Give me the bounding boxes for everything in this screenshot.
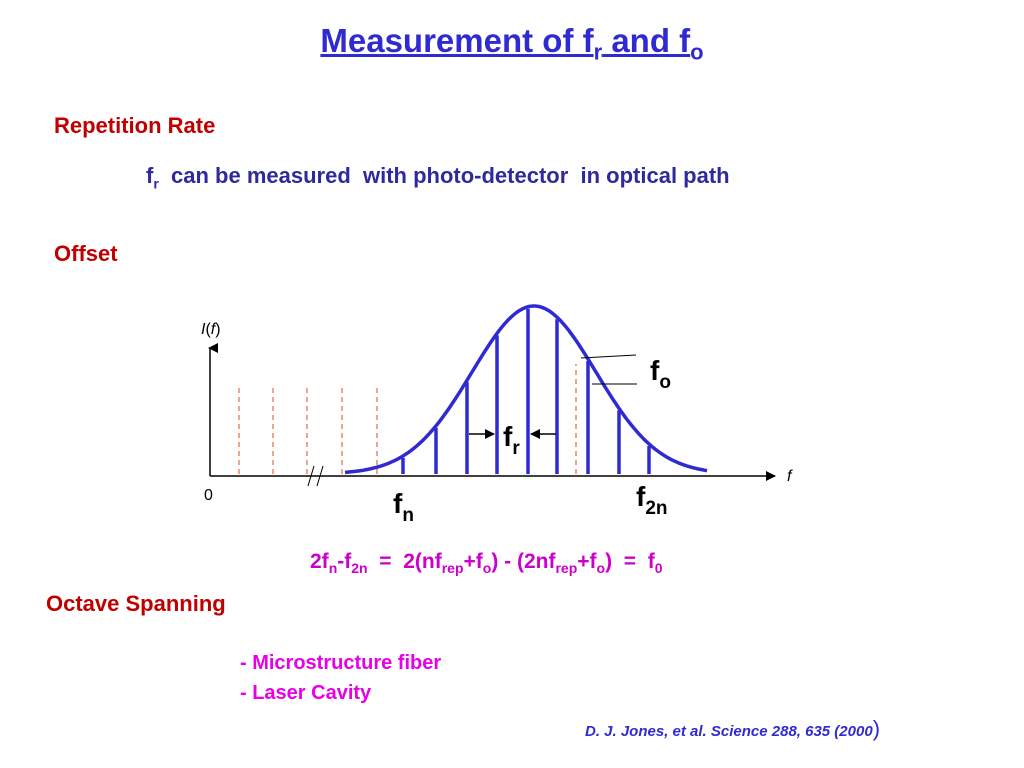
octave-spanning-list: - Microstructure fiber - Laser Cavity — [240, 648, 441, 708]
citation: D. J. Jones, et al. Science 288, 635 (20… — [585, 716, 881, 741]
octave-spanning-heading: Octave Spanning — [46, 591, 226, 616]
gaussian-envelope — [344, 304, 708, 475]
repetition-rate-text: fr can be measured with photo-detector i… — [146, 163, 730, 192]
offset-equation: 2fn-f2n = 2(nfrep+fo) - (2nfrep+fo) = f0 — [310, 550, 663, 577]
page-title: Measurement of fr and fo — [320, 22, 704, 65]
y-axis-label: I(f) — [201, 321, 221, 338]
origin-label: 0 — [204, 487, 213, 504]
fr-label: fr — [503, 421, 520, 459]
repetition-rate-heading: Repetition Rate — [54, 113, 216, 138]
list-item: - Microstructure fiber — [240, 652, 442, 674]
axis-break-mark — [307, 465, 315, 487]
f2n-label: f2n — [636, 481, 668, 519]
axis-break-mark — [316, 465, 324, 487]
offset-heading: Offset — [54, 241, 118, 266]
fn-label: fn — [393, 488, 414, 526]
fo-label: fo — [650, 355, 671, 393]
list-item: - Laser Cavity — [240, 682, 372, 704]
x-axis-label: f — [787, 468, 793, 485]
fo-leader-line — [580, 354, 637, 359]
